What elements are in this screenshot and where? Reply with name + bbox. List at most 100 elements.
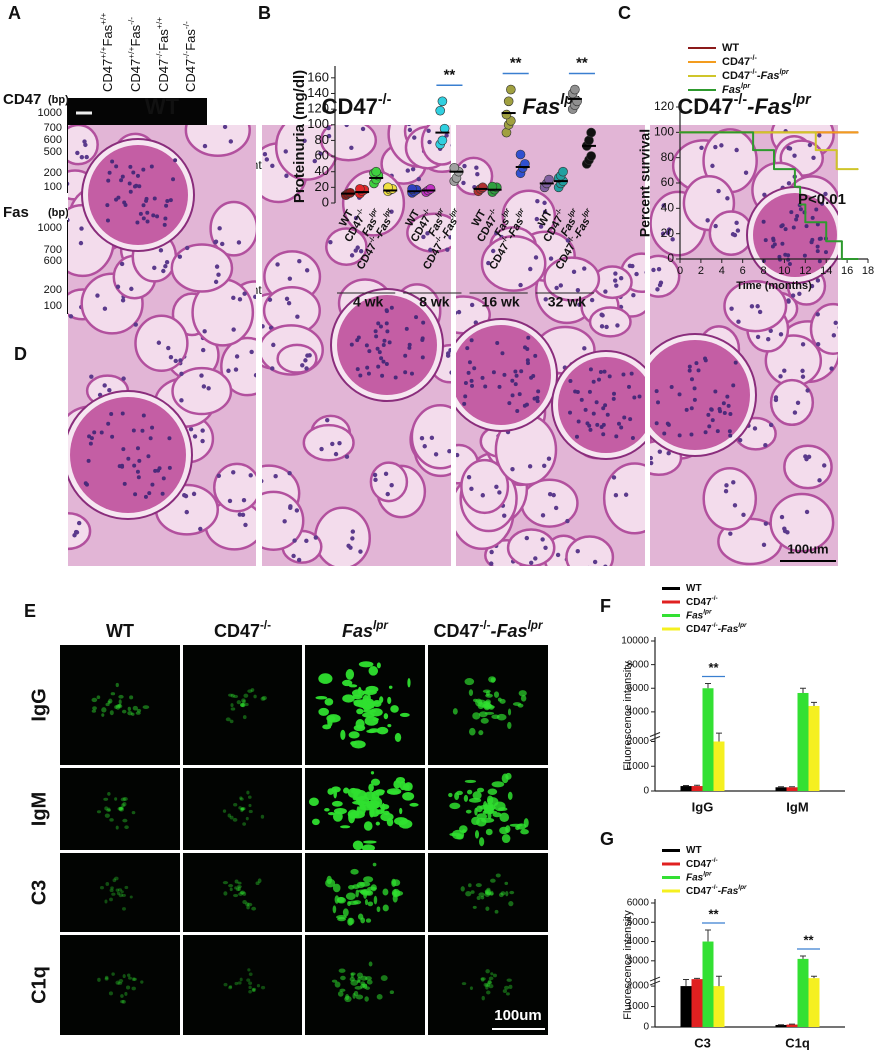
- histology-image: [456, 125, 645, 566]
- fluorescence-deposit: [477, 701, 485, 710]
- fluorescence-deposit: [255, 881, 260, 886]
- nucleus: [631, 292, 636, 298]
- fluorescence-deposit: [239, 796, 243, 800]
- fluorescence-deposit: [115, 888, 120, 892]
- annotation: P<0.01: [798, 191, 846, 208]
- nucleus: [757, 309, 763, 315]
- nucleus: [651, 267, 656, 273]
- fluorescence-deposit: [490, 890, 494, 896]
- text-part: Fas: [686, 872, 704, 883]
- nucleus: [222, 125, 228, 130]
- error-bar: [716, 732, 722, 742]
- fluorescence-deposit: [117, 981, 123, 985]
- nucleus: [206, 386, 211, 391]
- y-tick-label: 1000: [627, 1001, 650, 1012]
- x-tick-label: 6: [740, 265, 746, 277]
- nucleus: [133, 322, 138, 327]
- glomerulus-nucleus: [376, 321, 381, 326]
- nucleus: [74, 530, 80, 535]
- text-part: -/-: [750, 54, 757, 62]
- glomerulus-nucleus: [519, 369, 524, 374]
- fluorescence-deposit: [135, 711, 141, 715]
- fluorescence-deposit: [494, 909, 499, 914]
- nucleus: [666, 450, 671, 456]
- fluorescence-deposit: [360, 888, 372, 896]
- fluorescence-deposit: [121, 803, 125, 808]
- nucleus: [782, 368, 787, 373]
- fluorescence-deposit: [366, 802, 380, 810]
- nucleus: [158, 248, 164, 253]
- y-tick-label: 4000: [627, 707, 650, 718]
- bar: [713, 986, 725, 1027]
- nucleus: [213, 239, 219, 244]
- fluorescence-deposit: [497, 807, 508, 812]
- nucleus: [755, 304, 760, 309]
- fluorescence-deposit: [118, 806, 124, 811]
- glomerulus-nucleus: [731, 383, 736, 388]
- histology-image: [650, 125, 838, 566]
- fluorescence-deposit: [356, 708, 364, 715]
- nucleus: [344, 125, 349, 128]
- nucleus: [650, 455, 653, 461]
- text-part: -/-: [750, 68, 757, 76]
- glomerulus: [456, 325, 551, 425]
- nucleus: [489, 561, 494, 566]
- ladder-label: 1000: [38, 222, 62, 234]
- nucleus: [102, 383, 107, 388]
- glomerulus-nucleus: [117, 464, 122, 469]
- glomerulus-nucleus: [373, 329, 378, 334]
- nucleus: [407, 125, 411, 127]
- text-part: -Fas: [718, 886, 739, 897]
- fluorescence-deposit: [464, 678, 475, 686]
- fluorescence-deposit: [115, 682, 119, 688]
- nucleus: [792, 410, 798, 415]
- fluorescence-deposit: [478, 730, 484, 736]
- glomerulus-nucleus: [502, 372, 507, 377]
- glomerulus-nucleus: [629, 371, 634, 376]
- text-part: CD47: [722, 70, 750, 82]
- fluorescence-deposit: [118, 694, 124, 699]
- y-tick-label: 6000: [627, 683, 650, 694]
- fluorescence-deposit: [114, 876, 119, 881]
- axis-break: [649, 976, 661, 986]
- glomerulus-nucleus: [385, 329, 390, 334]
- nucleus: [270, 163, 275, 169]
- glomerulus-nucleus: [669, 385, 674, 390]
- fluorescence-deposit: [228, 693, 233, 697]
- glomerulus-nucleus: [587, 423, 592, 428]
- glomerulus-nucleus: [709, 407, 714, 412]
- fluorescence-deposit: [368, 961, 373, 967]
- fluorescence-deposit: [240, 807, 245, 811]
- nucleus: [213, 279, 219, 285]
- glomerulus-nucleus: [380, 373, 385, 378]
- glomerulus-nucleus: [513, 369, 518, 374]
- fluorescence-deposit: [246, 790, 250, 795]
- fluorescence-deposit: [476, 813, 488, 820]
- glomerulus-nucleus: [689, 432, 694, 437]
- nucleus: [735, 228, 741, 233]
- text-part: +/+: [98, 46, 108, 58]
- fluorescence-deposit: [261, 695, 267, 701]
- image-background: [183, 935, 302, 1035]
- nucleus: [800, 342, 806, 347]
- glomerulus-nucleus: [783, 252, 788, 257]
- nucleus: [729, 306, 734, 311]
- error-bar: [705, 929, 711, 942]
- nucleus: [766, 337, 771, 342]
- glomerulus-nucleus: [134, 183, 139, 188]
- nucleus: [494, 484, 499, 490]
- fluorescence-deposit: [371, 790, 380, 801]
- bar: [775, 1024, 787, 1027]
- nucleus: [510, 466, 515, 472]
- fluorescence-deposit: [456, 790, 463, 796]
- tubule: [184, 125, 251, 157]
- y-tick-label: 100: [654, 125, 674, 139]
- nucleus: [450, 427, 451, 430]
- fluorescence-deposit: [493, 691, 500, 698]
- fluorescence-deposit: [140, 980, 144, 984]
- fluorescence-deposit: [229, 719, 234, 724]
- fluorescence-deposit: [233, 803, 238, 807]
- glomerulus-nucleus: [662, 431, 667, 436]
- fluorescence-deposit: [230, 703, 234, 708]
- fluorescence-deposit: [487, 788, 498, 795]
